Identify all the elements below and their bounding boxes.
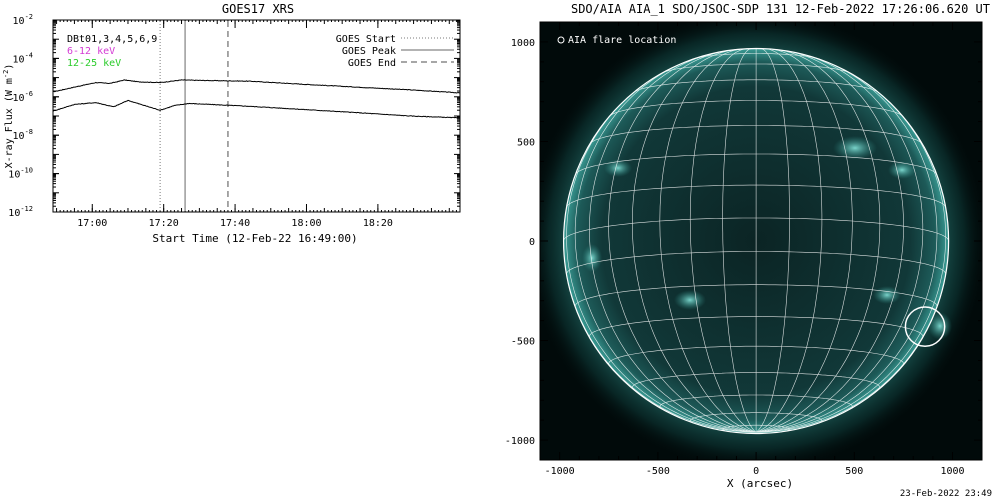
goes-x-axis-ticks: 17:00 17:20 17:40 18:00 18:20 <box>56 20 457 229</box>
goes-y-tick-label: 10-6 <box>13 90 33 104</box>
aia-y-tick-label: 0 <box>529 237 535 248</box>
grid-line <box>574 57 757 433</box>
aia-x-axis-title: X (arcsec) <box>727 477 793 490</box>
aia-y-tick-label: 1000 <box>511 38 535 49</box>
series-line-6-12-kev <box>52 79 461 94</box>
legend-goes-start: GOES Start <box>336 34 396 45</box>
grid-line <box>722 48 757 433</box>
grid-line <box>756 50 904 433</box>
legend-channels: DBt01,3,4,5,6,9 <box>67 34 157 45</box>
goes-y-tick-base: 10 <box>13 131 25 142</box>
aia-legend-label: AIA flare location <box>568 35 676 46</box>
heliographic-grid <box>563 48 949 433</box>
aia-x-tick-label: 500 <box>845 466 863 477</box>
flare-location-circle <box>904 306 946 348</box>
active-region-flare <box>928 312 952 340</box>
aia-x-tick-label: -500 <box>646 466 670 477</box>
solar-limb <box>562 47 950 435</box>
legend-low-energy: 6-12 keV <box>67 46 115 57</box>
aia-legend: AIA flare location <box>557 35 676 46</box>
grid-line <box>756 57 938 433</box>
goes-y-tick-label: 10-2 <box>13 13 33 27</box>
goes-y-tick-exponent: -12 <box>20 205 33 213</box>
aia-y-tick-label: -500 <box>511 337 535 348</box>
goes-x-tick-label: 18:00 <box>291 218 321 229</box>
aia-title: SDO/AIA AIA_1 SDO/JSOC-SDP 131 12-Feb-20… <box>571 2 990 16</box>
active-region-nw <box>604 159 632 177</box>
goes-y-tick-exponent: -6 <box>25 90 33 98</box>
aia-x-axis-ticks: -1000 -500 0 500 1000 <box>545 22 965 477</box>
aia-y-axis-ticks: 1000 500 0 -500 -1000 <box>505 38 982 447</box>
grid-line <box>689 48 757 433</box>
goes-y-tick-exponent: -2 <box>25 13 33 21</box>
aia-y-tick-label: -1000 <box>505 436 535 447</box>
active-region-se <box>873 286 901 304</box>
legend-goes-peak: GOES Peak <box>342 46 396 57</box>
grid-line <box>755 48 790 433</box>
goes-y-tick-label: 10-10 <box>8 167 33 181</box>
goes-y-axis-title: X-ray Flux (W m-2) <box>2 64 15 169</box>
goes-y-tick-exponent: -8 <box>25 128 33 136</box>
aia-y-tick-label: 500 <box>517 137 535 148</box>
goes-marker-legend: GOES Start GOES Peak GOES End <box>336 34 454 69</box>
aia-x-tick-label: -1000 <box>545 466 575 477</box>
goes-y-axis-title-main: X-ray Flux (W m <box>4 78 15 168</box>
goes-y-axis-title-exponent: -2 <box>2 70 10 78</box>
active-region-ne <box>833 136 877 160</box>
grid-line <box>631 49 757 433</box>
goes-panel: GOES17 XRS 17:00 17:20 17:40 18:00 18:20 10-… <box>2 2 461 245</box>
goes-y-tick-base: 10 <box>13 54 25 65</box>
goes-y-tick-label: 10-8 <box>13 128 33 142</box>
goes-x-axis-title: Start Time (12-Feb-22 16:49:00) <box>152 232 357 245</box>
grid-line <box>589 53 757 433</box>
footer-timestamp: 23-Feb-2022 23:49 <box>900 489 992 499</box>
active-regions <box>582 136 952 340</box>
grid-line <box>756 48 853 433</box>
goes-y-tick-label: 10-4 <box>13 51 33 65</box>
goes-y-tick-base: 10 <box>8 170 20 181</box>
legend-high-energy: 12-25 keV <box>67 58 121 69</box>
aia-legend-symbol <box>557 36 565 44</box>
grid-line <box>756 49 881 433</box>
goes-x-tick-label: 17:20 <box>149 218 179 229</box>
goes-y-axis-title-close: ) <box>4 64 15 70</box>
grid-line <box>608 50 757 433</box>
grid-line <box>659 48 757 433</box>
goes-channel-legend: DBt01,3,4,5,6,9 6-12 keV 12-25 keV <box>67 34 157 69</box>
goes-y-tick-base: 10 <box>13 16 25 27</box>
legend-goes-end: GOES End <box>348 58 396 69</box>
goes-y-tick-base: 10 <box>8 208 20 219</box>
grid-line <box>756 83 947 433</box>
goes-x-tick-label: 17:00 <box>77 218 107 229</box>
active-region-w <box>582 244 602 272</box>
goes-y-tick-exponent: -10 <box>20 167 33 175</box>
grid-line <box>756 48 823 433</box>
active-region-ne-2 <box>888 161 916 179</box>
goes-title: GOES17 XRS <box>222 2 294 16</box>
goes-x-tick-label: 18:20 <box>363 218 393 229</box>
aia-x-tick-label: 1000 <box>940 466 964 477</box>
series-line-12-25-kev <box>52 99 461 119</box>
aia-x-tick-label: 0 <box>753 466 759 477</box>
goes-y-tick-label: 10-12 <box>8 205 33 219</box>
goes-y-tick-exponent: -4 <box>25 51 33 59</box>
active-region-sw <box>674 290 706 310</box>
grid-line <box>566 83 757 433</box>
aia-panel: SDO/AIA AIA_1 SDO/JSOC-SDP 131 12-Feb-20… <box>505 2 990 490</box>
grid-line <box>756 53 924 433</box>
goes-x-tick-label: 17:40 <box>220 218 250 229</box>
goes-y-tick-base: 10 <box>13 93 25 104</box>
